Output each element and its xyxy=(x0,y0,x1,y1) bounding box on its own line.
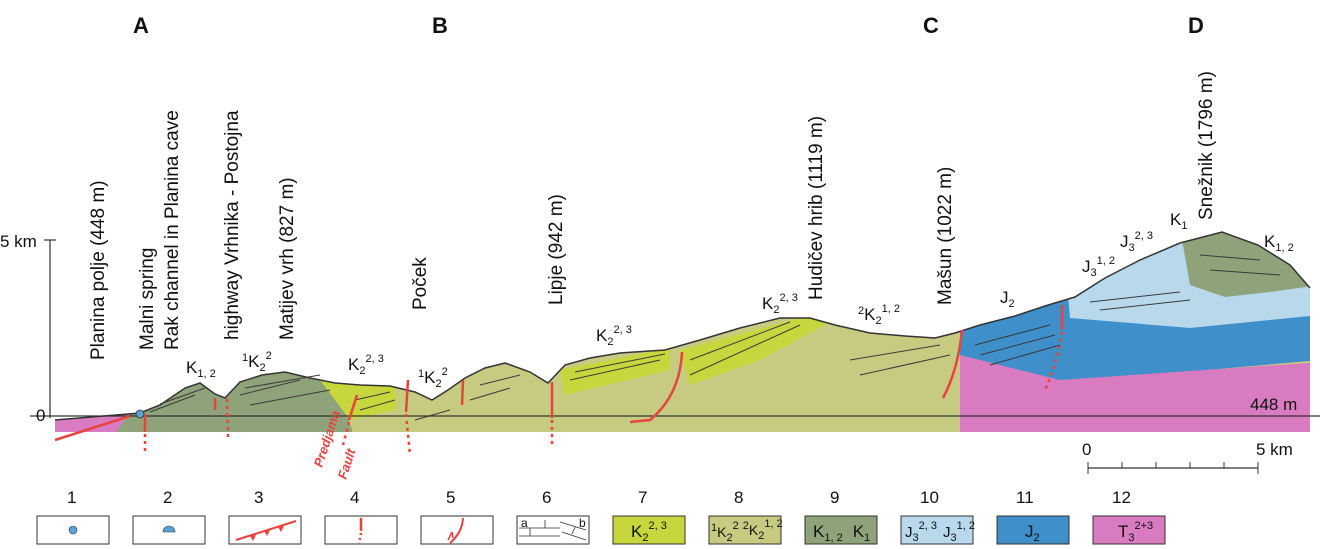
unit-k2-23-b xyxy=(560,348,670,395)
legend-j2: J2 xyxy=(1025,522,1040,544)
bedding-lines xyxy=(149,254,1281,421)
formation-k2-23-b: K22, 3 xyxy=(596,324,632,348)
section-a-label: A xyxy=(133,13,149,38)
unit-k1 xyxy=(1175,232,1310,297)
fault-label-fault: Fault xyxy=(335,446,359,481)
cave-spring-icon xyxy=(162,525,176,533)
legend-k2-23: K22, 3 xyxy=(631,520,667,544)
fault-icon xyxy=(357,518,363,544)
legend-number-11: 11 xyxy=(1016,488,1034,507)
legend-number-6: 6 xyxy=(542,488,551,507)
legend-number-5: 5 xyxy=(446,488,455,507)
formation-1k2-a: 1K22 xyxy=(242,350,272,374)
locality-malni-spring: Malni spring xyxy=(137,248,158,350)
reverse-fault-icon xyxy=(447,517,464,544)
locality-matijev-vrh: Matijev vrh (827 m) xyxy=(277,177,298,340)
legend-number-3: 3 xyxy=(254,488,263,507)
formation-k12-d: K1, 2 xyxy=(1264,232,1294,254)
formation-j3-12: J31, 2 xyxy=(1082,255,1115,279)
legend-box-10 xyxy=(900,515,974,545)
bedding-icon xyxy=(519,520,587,541)
malni-spring-icon xyxy=(135,409,145,419)
datum-label: 448 m xyxy=(1250,395,1297,414)
locality-lipje: Lipje (942 m) xyxy=(546,194,567,305)
formation-labels: K1, 2 1K22 K22, 3 1K22 K22, 3 K22, 3 2K2… xyxy=(186,210,1294,390)
spring-icon xyxy=(68,525,78,535)
legend-label-b: b xyxy=(579,516,586,530)
legend-box-8 xyxy=(708,515,782,545)
section-d-label: D xyxy=(1188,13,1204,38)
legend-box-9 xyxy=(804,515,878,545)
faults xyxy=(54,305,1064,456)
legend-number-8: 8 xyxy=(734,488,743,507)
vertical-axis: 5 km 0 xyxy=(0,232,56,425)
legend-t3: T32+3 xyxy=(1118,520,1153,544)
legend-number-12: 12 xyxy=(1112,488,1131,507)
locality-rak-channel: Rak channel in Planina cave xyxy=(162,110,183,350)
legend-j3: J32, 3 J31, 2 xyxy=(905,520,975,544)
locality-labels: Planina polje (448 m) Malni spring Rak c… xyxy=(88,71,1217,360)
legend-box-5 xyxy=(420,515,494,545)
formation-k2-23-c: K22, 3 xyxy=(762,292,798,316)
topographic-profile xyxy=(54,231,1311,421)
legend-number-10: 10 xyxy=(920,488,939,507)
locality-highway: highway Vrhnika - Postojna xyxy=(222,110,243,340)
formation-k12-a: K1, 2 xyxy=(186,358,216,380)
scale-bar: 0 5 km xyxy=(1082,440,1293,474)
formation-1k2-b: 1K22 xyxy=(418,366,448,390)
legend-box-12 xyxy=(1092,515,1166,545)
legend-number-9: 9 xyxy=(830,488,839,507)
locality-sneznik: Snežnik (1796 m) xyxy=(1196,71,1217,220)
formation-2k2-12: 2K21, 2 xyxy=(858,303,900,327)
axis-label-5km: 5 km xyxy=(0,232,37,251)
unit-k2-23-a xyxy=(320,380,395,420)
legend-box-1 xyxy=(36,515,110,545)
section-c-label: C xyxy=(923,13,939,38)
legend-number-4: 4 xyxy=(350,488,359,507)
legend-box-11 xyxy=(996,515,1070,545)
legend-box-6 xyxy=(516,515,590,545)
locality-planina-polje: Planina polje (448 m) xyxy=(88,180,109,360)
legend-number-7: 7 xyxy=(638,488,647,507)
legend-number-2: 2 xyxy=(163,488,172,507)
legend-box-7 xyxy=(612,515,686,545)
formation-j2: J2 xyxy=(1000,288,1015,310)
locality-pocek: Poček xyxy=(410,257,431,310)
formation-j3-23: J32, 3 xyxy=(1120,230,1153,254)
scale-end-label: 5 km xyxy=(1256,440,1293,459)
legend-label-a: a xyxy=(521,516,528,530)
legend-number-1: 1 xyxy=(67,488,76,507)
legend: 1 2 3 4 5 6 7 8 9 10 11 12 xyxy=(36,488,1166,545)
formation-k1: K1 xyxy=(1170,210,1187,232)
legend-k2-2-k2-12: 1K22 2K21, 2 xyxy=(711,518,783,544)
formation-k2-23-a: K22, 3 xyxy=(348,353,384,377)
section-b-label: B xyxy=(432,13,448,38)
axis-label-zero: 0 xyxy=(36,406,45,425)
legend-k12-k1: K1, 2 K1 xyxy=(813,522,870,544)
unit-t3-east xyxy=(960,355,1310,432)
scale-start-label: 0 xyxy=(1082,440,1091,459)
locality-masun: Mašun (1022 m) xyxy=(935,167,956,305)
thrust-fault-icon xyxy=(235,520,297,541)
locality-hudicev-hrib: Hudičev hrib (1119 m) xyxy=(806,116,827,300)
